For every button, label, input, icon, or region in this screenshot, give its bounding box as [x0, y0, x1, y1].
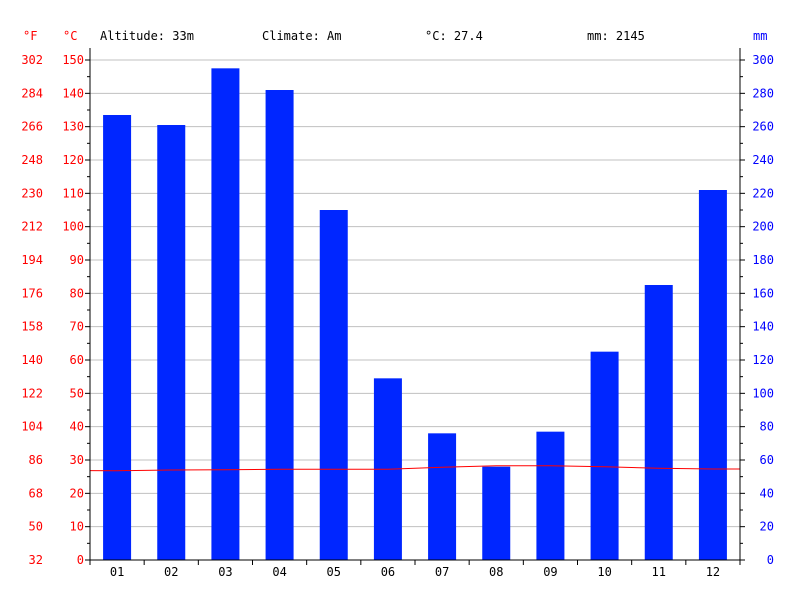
temperature-average-label: °C: 27.4 [425, 29, 483, 43]
precipitation-bar-07 [428, 433, 457, 560]
altitude-label: Altitude: 33m [100, 29, 194, 43]
fahrenheit-tick-label: 302 [21, 53, 43, 67]
celsius-tick-label: 110 [62, 186, 84, 200]
fahrenheit-tick-label: 104 [21, 420, 43, 434]
fahrenheit-tick-label: 176 [21, 286, 43, 300]
climate-label: Climate: Am [262, 29, 341, 43]
celsius-tick-label: 20 [70, 486, 84, 500]
celsius-tick-label: 70 [70, 320, 84, 334]
mm-tick-label: 240 [752, 153, 774, 167]
month-label-02: 02 [164, 565, 178, 579]
precipitation-bars [103, 68, 727, 560]
fahrenheit-tick-label: 212 [21, 220, 43, 234]
celsius-tick-label: 130 [62, 120, 84, 134]
month-label-04: 04 [272, 565, 286, 579]
mm-tick-label: 40 [760, 486, 774, 500]
precipitation-bar-02 [157, 125, 186, 560]
celsius-tick-label: 0 [77, 553, 84, 567]
mm-tick-label: 140 [752, 320, 774, 334]
mm-tick-label: 220 [752, 186, 774, 200]
mm-tick-label: 160 [752, 286, 774, 300]
mm-tick-label: 200 [752, 220, 774, 234]
precipitation-total-label: mm: 2145 [587, 29, 645, 43]
mm-tick-label: 20 [760, 520, 774, 534]
fahrenheit-tick-label: 158 [21, 320, 43, 334]
month-label-09: 09 [543, 565, 557, 579]
grid-lines [90, 59, 740, 528]
mm-tick-label: 180 [752, 253, 774, 267]
precipitation-bar-08 [482, 466, 511, 560]
celsius-tick-label: 140 [62, 86, 84, 100]
month-label-11: 11 [652, 565, 666, 579]
fahrenheit-tick-label: 32 [29, 553, 43, 567]
temperature-line [89, 465, 740, 472]
precipitation-bar-12 [698, 190, 727, 560]
fahrenheit-tick-label: 68 [29, 486, 43, 500]
fahrenheit-unit-label: °F [23, 29, 37, 43]
precipitation-bar-09 [536, 431, 565, 560]
celsius-tick-label: 50 [70, 386, 84, 400]
fahrenheit-tick-label: 50 [29, 520, 43, 534]
celsius-tick-label: 10 [70, 520, 84, 534]
month-label-03: 03 [218, 565, 232, 579]
precipitation-bar-10 [590, 351, 619, 560]
celsius-tick-label: 30 [70, 453, 84, 467]
precip-unit-label: mm [753, 29, 767, 43]
month-label-05: 05 [327, 565, 341, 579]
celsius-tick-label: 120 [62, 153, 84, 167]
month-label-07: 07 [435, 565, 449, 579]
mm-tick-label: 280 [752, 86, 774, 100]
celsius-tick-label: 150 [62, 53, 84, 67]
fahrenheit-tick-label: 122 [21, 386, 43, 400]
month-label-08: 08 [489, 565, 503, 579]
celsius-tick-label: 40 [70, 420, 84, 434]
fahrenheit-tick-label: 230 [21, 186, 43, 200]
month-label-06: 06 [381, 565, 395, 579]
precipitation-bar-04 [265, 90, 294, 560]
mm-tick-label: 60 [760, 453, 774, 467]
celsius-tick-label: 60 [70, 353, 84, 367]
celsius-tick-label: 100 [62, 220, 84, 234]
axes [85, 48, 745, 565]
month-label-01: 01 [110, 565, 124, 579]
month-label-10: 10 [597, 565, 611, 579]
celsius-tick-label: 80 [70, 286, 84, 300]
mm-tick-label: 80 [760, 420, 774, 434]
mm-tick-label: 260 [752, 120, 774, 134]
precipitation-bar-05 [319, 210, 348, 560]
mm-tick-label: 300 [752, 53, 774, 67]
precipitation-bar-01 [103, 115, 132, 560]
month-label-12: 12 [706, 565, 720, 579]
fahrenheit-tick-label: 248 [21, 153, 43, 167]
precipitation-bar-03 [211, 68, 240, 560]
mm-tick-label: 100 [752, 386, 774, 400]
fahrenheit-tick-label: 86 [29, 453, 43, 467]
mm-tick-label: 0 [767, 553, 774, 567]
precipitation-bar-11 [644, 285, 673, 560]
celsius-tick-label: 90 [70, 253, 84, 267]
celsius-unit-label: °C [63, 29, 77, 43]
mm-tick-label: 120 [752, 353, 774, 367]
fahrenheit-tick-label: 140 [21, 353, 43, 367]
fahrenheit-tick-label: 266 [21, 120, 43, 134]
fahrenheit-tick-label: 194 [21, 253, 43, 267]
fahrenheit-tick-label: 284 [21, 86, 43, 100]
